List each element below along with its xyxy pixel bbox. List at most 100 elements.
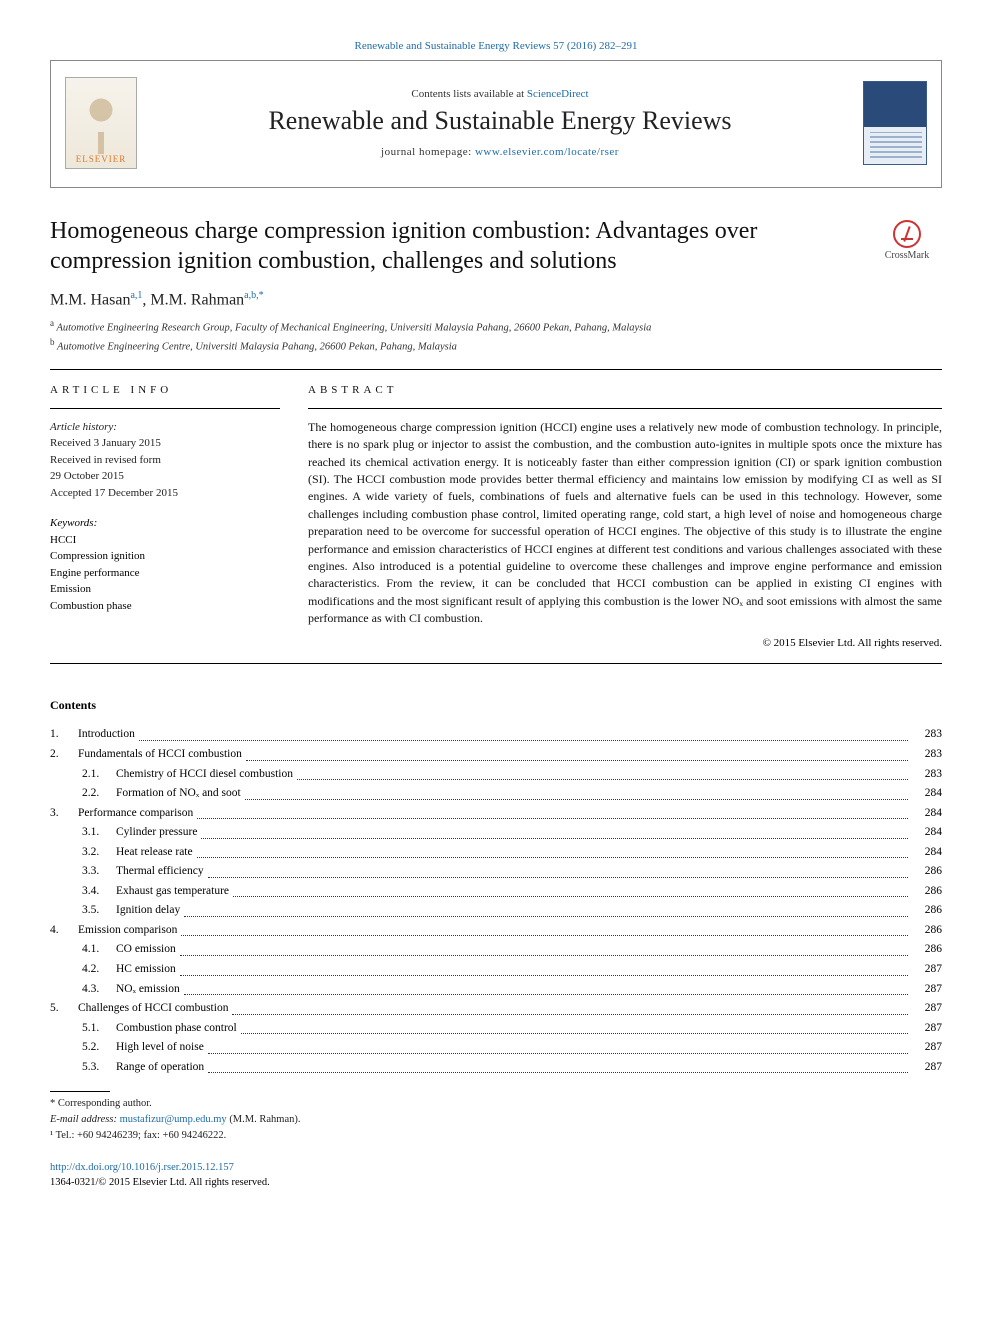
doi-link[interactable]: http://dx.doi.org/10.1016/j.rser.2015.12… bbox=[50, 1162, 234, 1173]
journal-header: ELSEVIER Contents lists available at Sci… bbox=[50, 60, 942, 188]
toc-entry[interactable]: 3.2.Heat release rate284 bbox=[50, 843, 942, 863]
toc-number: 1. bbox=[50, 725, 78, 745]
journal-cover-thumbnail[interactable] bbox=[863, 81, 927, 165]
toc-page: 287 bbox=[912, 1038, 942, 1058]
toc-title: Fundamentals of HCCI combustion bbox=[78, 745, 242, 765]
toc-number: 5. bbox=[50, 999, 78, 1019]
toc-entry[interactable]: 3.1.Cylinder pressure 284 bbox=[50, 823, 942, 843]
affiliation-b: b Automotive Engineering Centre, Univers… bbox=[50, 336, 942, 355]
toc-entry[interactable]: 3.4.Exhaust gas temperature286 bbox=[50, 882, 942, 902]
toc-entry[interactable]: 4.3.NOₓ emission287 bbox=[50, 980, 942, 1000]
elsevier-logo[interactable]: ELSEVIER bbox=[65, 77, 137, 169]
toc-leader-dots bbox=[180, 940, 908, 956]
toc-title: Cylinder pressure bbox=[116, 823, 197, 843]
toc-number: 3.1. bbox=[82, 823, 116, 843]
toc-title: Introduction bbox=[78, 725, 135, 745]
article-history: Article history: Received 3 January 2015… bbox=[50, 419, 280, 502]
toc-entry[interactable]: 2.2.Formation of NOₓ and soot284 bbox=[50, 784, 942, 804]
elsevier-tree-icon bbox=[76, 98, 126, 154]
toc-entry[interactable]: 5.Challenges of HCCI combustion287 bbox=[50, 999, 942, 1019]
toc-page: 286 bbox=[912, 882, 942, 902]
toc-entry[interactable]: 2.Fundamentals of HCCI combustion 283 bbox=[50, 745, 942, 765]
journal-homepage-line: journal homepage: www.elsevier.com/locat… bbox=[137, 146, 863, 158]
toc-page: 286 bbox=[912, 940, 942, 960]
contents-heading: Contents bbox=[50, 698, 942, 713]
toc-page: 286 bbox=[912, 901, 942, 921]
toc-entry[interactable]: 5.1.Combustion phase control 287 bbox=[50, 1019, 942, 1039]
toc-leader-dots bbox=[139, 725, 908, 741]
email-line: E-mail address: mustafizur@ump.edu.my (M… bbox=[50, 1112, 942, 1128]
authors-line: M.M. Hasana,1, M.M. Rahmana,b,* bbox=[50, 290, 942, 309]
toc-leader-dots bbox=[208, 1058, 908, 1074]
keyword: HCCI bbox=[50, 532, 280, 549]
toc-number: 5.1. bbox=[82, 1019, 116, 1039]
toc-leader-dots bbox=[201, 823, 908, 839]
toc-leader-dots bbox=[245, 784, 908, 800]
toc-page: 287 bbox=[912, 1058, 942, 1078]
toc-number: 3. bbox=[50, 804, 78, 824]
elsevier-label: ELSEVIER bbox=[76, 154, 127, 164]
toc-entry[interactable]: 4.1.CO emission286 bbox=[50, 940, 942, 960]
sciencedirect-link[interactable]: ScienceDirect bbox=[527, 88, 589, 100]
tel-line: ¹ Tel.: +60 94246239; fax: +60 94246222. bbox=[50, 1128, 942, 1144]
toc-page: 283 bbox=[912, 725, 942, 745]
toc-leader-dots bbox=[208, 1038, 908, 1054]
toc-title: Heat release rate bbox=[116, 843, 193, 863]
crossmark-badge[interactable]: CrossMark bbox=[872, 216, 942, 261]
keyword: Engine performance bbox=[50, 565, 280, 582]
toc-leader-dots bbox=[184, 901, 908, 917]
toc-number: 4.2. bbox=[82, 960, 116, 980]
toc-leader-dots bbox=[180, 960, 908, 976]
toc-leader-dots bbox=[208, 862, 908, 878]
toc-number: 2. bbox=[50, 745, 78, 765]
toc-number: 5.2. bbox=[82, 1038, 116, 1058]
keyword: Emission bbox=[50, 581, 280, 598]
toc-page: 287 bbox=[912, 960, 942, 980]
toc-entry[interactable]: 3.3.Thermal efficiency286 bbox=[50, 862, 942, 882]
toc-page: 283 bbox=[912, 745, 942, 765]
toc-entry[interactable]: 1.Introduction 283 bbox=[50, 725, 942, 745]
divider bbox=[50, 408, 280, 409]
toc-number: 3.2. bbox=[82, 843, 116, 863]
toc-number: 2.1. bbox=[82, 765, 116, 785]
toc-leader-dots bbox=[184, 980, 908, 996]
author-1[interactable]: M.M. Hasan bbox=[50, 291, 130, 308]
toc-title: Combustion phase control bbox=[116, 1019, 237, 1039]
table-of-contents: 1.Introduction2832.Fundamentals of HCCI … bbox=[50, 725, 942, 1077]
toc-entry[interactable]: 4.Emission comparison286 bbox=[50, 921, 942, 941]
crossmark-label: CrossMark bbox=[885, 250, 929, 261]
doi-block: http://dx.doi.org/10.1016/j.rser.2015.12… bbox=[50, 1160, 942, 1192]
toc-entry[interactable]: 4.2.HC emission287 bbox=[50, 960, 942, 980]
toc-number: 2.2. bbox=[82, 784, 116, 804]
toc-leader-dots bbox=[197, 804, 908, 820]
toc-entry[interactable]: 3.5.Ignition delay286 bbox=[50, 901, 942, 921]
crossmark-icon bbox=[893, 220, 921, 248]
toc-leader-dots bbox=[297, 765, 908, 781]
toc-entry[interactable]: 5.3.Range of operation287 bbox=[50, 1058, 942, 1078]
abstract-heading: ABSTRACT bbox=[308, 384, 942, 396]
toc-page: 286 bbox=[912, 862, 942, 882]
author-email-link[interactable]: mustafizur@ump.edu.my bbox=[120, 1114, 227, 1125]
toc-leader-dots bbox=[246, 745, 908, 761]
affiliation-a: a Automotive Engineering Research Group,… bbox=[50, 317, 942, 336]
toc-leader-dots bbox=[197, 843, 908, 859]
affiliations: a Automotive Engineering Research Group,… bbox=[50, 317, 942, 354]
divider bbox=[50, 369, 942, 370]
toc-page: 284 bbox=[912, 823, 942, 843]
footnotes: * Corresponding author. E-mail address: … bbox=[50, 1091, 942, 1143]
toc-title: Thermal efficiency bbox=[116, 862, 204, 882]
toc-number: 4.1. bbox=[82, 940, 116, 960]
toc-entry[interactable]: 3.Performance comparison284 bbox=[50, 804, 942, 824]
toc-page: 284 bbox=[912, 804, 942, 824]
toc-number: 3.5. bbox=[82, 901, 116, 921]
toc-page: 287 bbox=[912, 999, 942, 1019]
toc-entry[interactable]: 5.2.High level of noise287 bbox=[50, 1038, 942, 1058]
author-2[interactable]: M.M. Rahman bbox=[150, 291, 244, 308]
toc-title: Chemistry of HCCI diesel combustion bbox=[116, 765, 293, 785]
journal-homepage-link[interactable]: www.elsevier.com/locate/rser bbox=[475, 146, 619, 158]
abstract-text: The homogeneous charge compression ignit… bbox=[308, 419, 942, 628]
journal-citation-top[interactable]: Renewable and Sustainable Energy Reviews… bbox=[50, 40, 942, 52]
article-title: Homogeneous charge compression ignition … bbox=[50, 216, 860, 276]
toc-page: 287 bbox=[912, 1019, 942, 1039]
toc-entry[interactable]: 2.1.Chemistry of HCCI diesel combustion2… bbox=[50, 765, 942, 785]
